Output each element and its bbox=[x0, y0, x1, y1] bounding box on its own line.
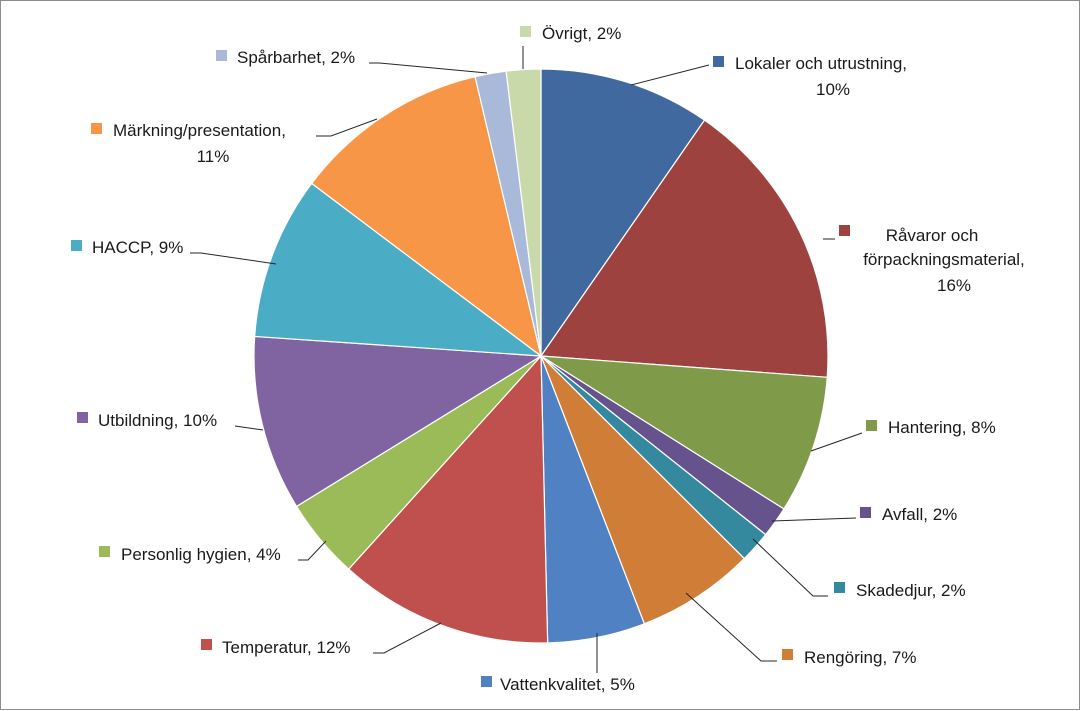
leader-line bbox=[630, 64, 710, 86]
leader-line bbox=[190, 252, 277, 265]
pie-slice-temperatur bbox=[347, 354, 549, 644]
data-label: Utbildning, 10% bbox=[98, 411, 217, 430]
data-label-key bbox=[77, 412, 88, 423]
leader-line bbox=[298, 540, 327, 561]
leader-line bbox=[316, 118, 378, 137]
leader-line bbox=[234, 425, 264, 431]
pie-slice-märkning-presentation bbox=[310, 75, 542, 358]
data-label: 16% bbox=[937, 276, 971, 295]
data-label-key bbox=[216, 50, 227, 61]
leader-line bbox=[373, 622, 442, 654]
data-label-key bbox=[866, 420, 877, 431]
data-label: Skadedjur, 2% bbox=[856, 581, 966, 600]
data-label: förpackningsmaterial, bbox=[863, 250, 1025, 269]
data-label: Råvaror och bbox=[886, 226, 979, 245]
pie-slice-haccp bbox=[254, 182, 543, 357]
data-label-key bbox=[99, 546, 110, 557]
data-label-key bbox=[782, 649, 793, 660]
data-label-key bbox=[91, 123, 102, 134]
pie-slice-hantering bbox=[540, 355, 828, 510]
leader-line bbox=[369, 62, 488, 74]
data-label-key bbox=[834, 582, 845, 593]
data-label: Spårbarhet, 2% bbox=[237, 48, 355, 67]
data-label: Personlig hygien, 4% bbox=[121, 545, 281, 564]
data-labels: Lokaler och utrustning, 10% Råvaror och för… bbox=[71, 24, 1025, 694]
data-label: Övrigt, 2% bbox=[542, 24, 621, 43]
data-label: 11% bbox=[197, 147, 230, 166]
pie-slice-utbildning bbox=[253, 335, 543, 508]
data-label: Temperatur, 12% bbox=[222, 638, 351, 657]
data-label: HACCP, 9% bbox=[92, 238, 183, 257]
data-label-key bbox=[71, 240, 82, 251]
data-label-key bbox=[201, 639, 212, 650]
data-label: Vattenkvalitet, 5% bbox=[500, 675, 635, 694]
leader-line bbox=[752, 538, 828, 597]
data-label-key bbox=[481, 676, 492, 687]
leader-lines bbox=[190, 46, 863, 673]
data-label-key bbox=[713, 56, 724, 67]
leader-line bbox=[810, 432, 863, 452]
data-label-key bbox=[520, 26, 531, 37]
data-label: Avfall, 2% bbox=[882, 505, 957, 524]
data-label: Lokaler och utrustning, bbox=[735, 54, 907, 73]
data-label-key bbox=[860, 507, 871, 518]
pie-slice-lokaler-och-utrustning bbox=[540, 68, 706, 358]
leader-line bbox=[771, 517, 857, 522]
data-label: 10% bbox=[816, 80, 850, 99]
pie-slices bbox=[253, 68, 829, 644]
data-label-key bbox=[839, 225, 850, 236]
leader-line bbox=[685, 592, 777, 662]
data-label: Rengöring, 7% bbox=[804, 648, 916, 667]
data-label: Hantering, 8% bbox=[888, 418, 996, 437]
data-label: Märkning/presentation, bbox=[113, 121, 286, 140]
pie-slice-råvaror-och-förpackningsmaterial bbox=[539, 119, 829, 378]
pie-slice-övrigt bbox=[505, 68, 542, 357]
pie-slice-rengöring bbox=[540, 355, 746, 625]
